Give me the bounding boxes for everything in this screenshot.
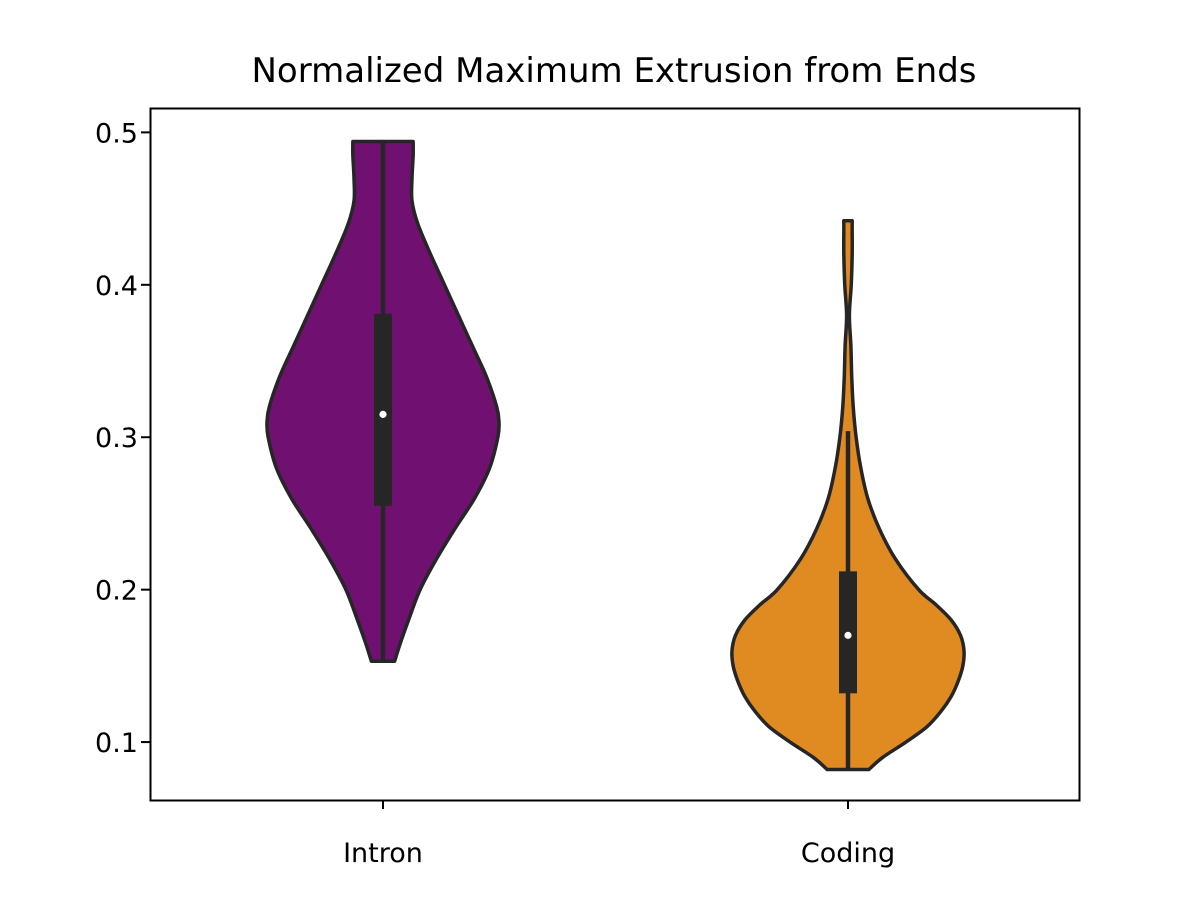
y-axis: 0.1 0.2 0.3 0.4 0.5 bbox=[95, 118, 150, 759]
y-tick-label: 0.1 bbox=[95, 728, 138, 759]
violins-layer bbox=[265, 139, 966, 772]
violin-intron bbox=[265, 139, 501, 664]
violin-coding bbox=[730, 219, 966, 772]
x-tick-label-intron: Intron bbox=[343, 838, 423, 869]
x-tick-label-coding: Coding bbox=[801, 838, 895, 869]
y-tick-label: 0.5 bbox=[95, 118, 138, 149]
median-dot bbox=[379, 410, 387, 418]
median-dot bbox=[844, 631, 852, 639]
iqr-box bbox=[374, 313, 392, 506]
y-tick-label: 0.2 bbox=[95, 576, 138, 607]
y-tick-label: 0.3 bbox=[95, 423, 138, 454]
y-tick-label: 0.4 bbox=[95, 271, 138, 302]
x-axis: Intron Coding bbox=[343, 800, 895, 869]
plot-frame bbox=[149, 107, 1081, 802]
chart-title: Normalized Maximum Extrusion from Ends bbox=[252, 51, 977, 91]
